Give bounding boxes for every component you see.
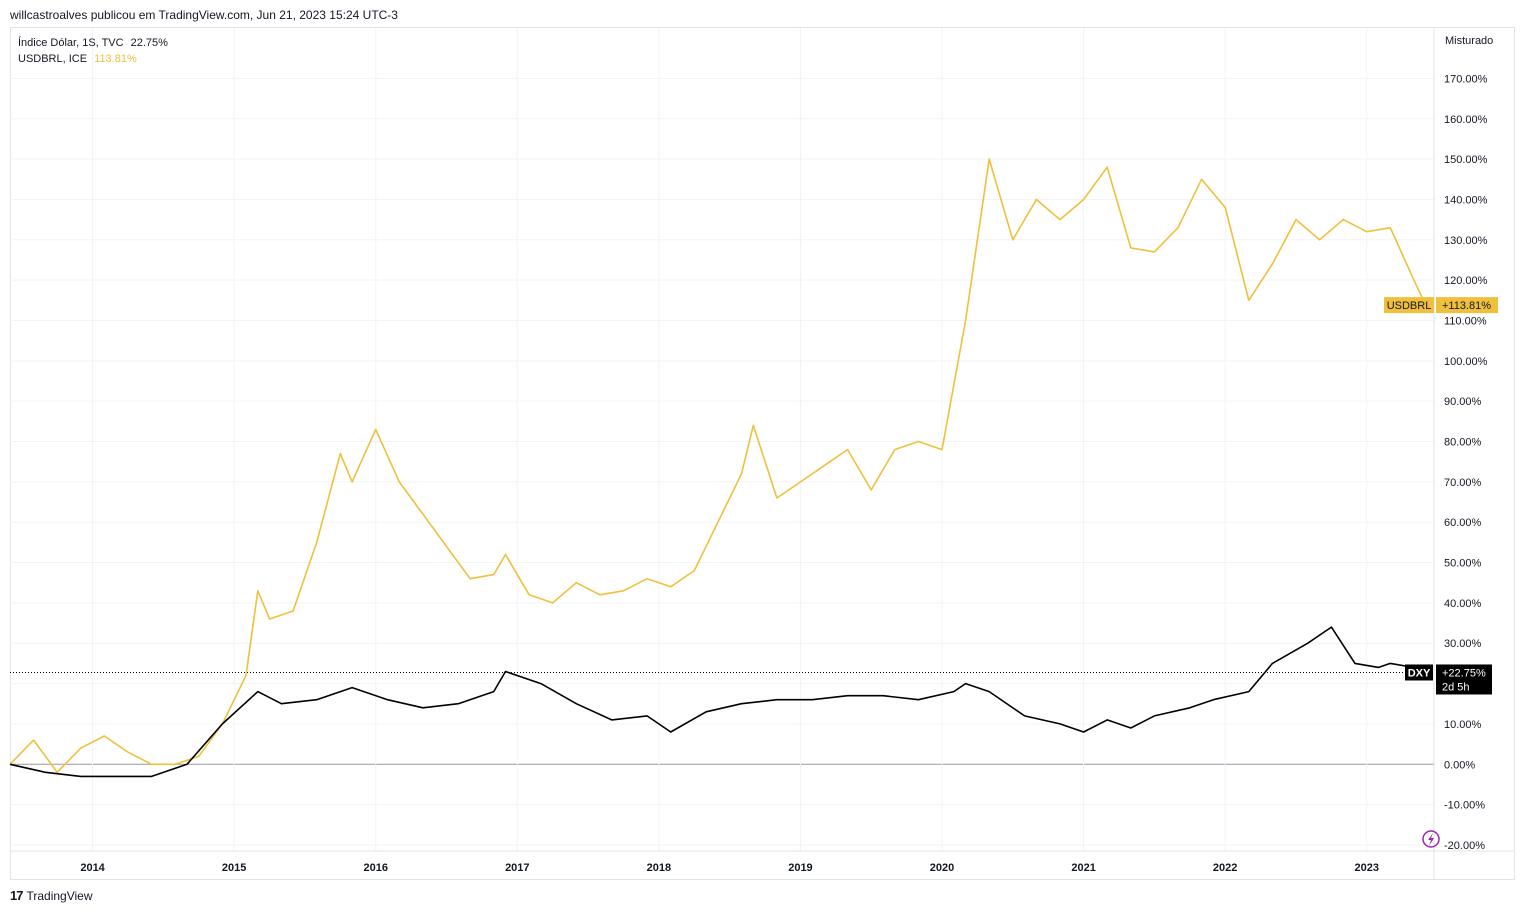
x-tick-label: 2020 — [930, 862, 954, 874]
y-tick-label: 100.00% — [1444, 356, 1488, 368]
y-tick-label: 150.00% — [1444, 154, 1488, 166]
x-axis: 2014 2015 2016 2017 2018 2019 2020 2021 2022 2023 — [10, 850, 1515, 874]
dxy-series-tag — [1405, 664, 1433, 681]
legend-row-brl[interactable]: USDBRL, ICE 113.81% — [18, 51, 168, 67]
y-tick-label: 0.00% — [1444, 759, 1475, 771]
x-tick-label: 2017 — [505, 862, 529, 874]
x-tick-label: 2022 — [1213, 862, 1237, 874]
tradingview-logo-icon: 17 — [10, 888, 24, 903]
x-tick-label: 2019 — [788, 862, 812, 874]
series-lines — [9, 158, 1434, 778]
y-tick-label: 140.00% — [1444, 194, 1488, 206]
x-tick-label: 2016 — [363, 862, 387, 874]
y-tick-label: -20.00% — [1444, 840, 1485, 852]
y-tick-label: 50.00% — [1444, 558, 1482, 570]
x-tick-label: 2015 — [222, 862, 246, 874]
dxy-series-tag-label: DXY — [1408, 667, 1431, 679]
y-tick-label: 160.00% — [1444, 114, 1488, 126]
y-tick-label: 90.00% — [1444, 396, 1482, 408]
y-axis: 170.00% 160.00% 150.00% 140.00% 130.00% 120.0… — [1433, 28, 1488, 879]
attribution-header: willcastroalves publicou em TradingView.… — [10, 8, 398, 22]
legend-row-dxy[interactable]: Índice Dólar, 1S, TVC 22.75% — [18, 35, 168, 51]
x-tick-label: 2023 — [1355, 862, 1379, 874]
dxy-value-badge — [1436, 664, 1492, 695]
dxy-value-label: +22.75% — [1442, 667, 1486, 679]
y-tick-label: 30.00% — [1444, 638, 1482, 650]
lightning-icon[interactable] — [1422, 830, 1440, 848]
y-tick-label: -10.00% — [1444, 800, 1485, 812]
y-tick-label: 170.00% — [1444, 73, 1488, 85]
x-tick-label: 2018 — [647, 862, 671, 874]
y-tick-label: 60.00% — [1444, 517, 1482, 529]
legend-dxy-value: 22.75% — [130, 37, 168, 49]
y-tick-label: 70.00% — [1444, 477, 1482, 489]
y-tick-label: 110.00% — [1444, 315, 1487, 327]
brl-value-label: +113.81% — [1442, 300, 1491, 312]
legend-dxy-name: Índice Dólar, 1S, TVC — [18, 37, 124, 49]
scale-mode-label[interactable]: Misturado — [1445, 35, 1494, 47]
legend-brl-name: USDBRL, ICE — [18, 53, 88, 65]
brl-value-badge — [1436, 297, 1498, 314]
brl-series-tag-label: USDBRL — [1387, 300, 1432, 312]
y-tick-label: 130.00% — [1444, 235, 1488, 247]
chart-frame — [10, 27, 1515, 880]
y-tick-label: 120.00% — [1444, 275, 1488, 287]
x-tick-label: 2021 — [1071, 862, 1095, 874]
grid-lines — [10, 28, 1434, 851]
footer-brand: 17 TradingView — [10, 888, 93, 903]
x-tick-label: 2014 — [80, 862, 105, 874]
dxy-countdown-label: 2d 5h — [1442, 681, 1470, 693]
series-line-usdbrl — [9, 158, 1427, 774]
footer-brand-text: TradingView — [26, 888, 93, 903]
series-markers: USDBRL +113.81% DXY +22.75% 2d 5h — [1384, 297, 1498, 695]
y-tick-label: 40.00% — [1444, 598, 1482, 610]
brl-series-tag — [1384, 297, 1434, 314]
chart-legend: Índice Dólar, 1S, TVC 22.75% USDBRL, ICE… — [18, 35, 168, 67]
series-line-dxy — [9, 626, 1427, 778]
legend-brl-value: 113.81% — [94, 53, 137, 65]
y-tick-label: 80.00% — [1444, 437, 1482, 449]
y-tick-label: 10.00% — [1444, 719, 1482, 731]
